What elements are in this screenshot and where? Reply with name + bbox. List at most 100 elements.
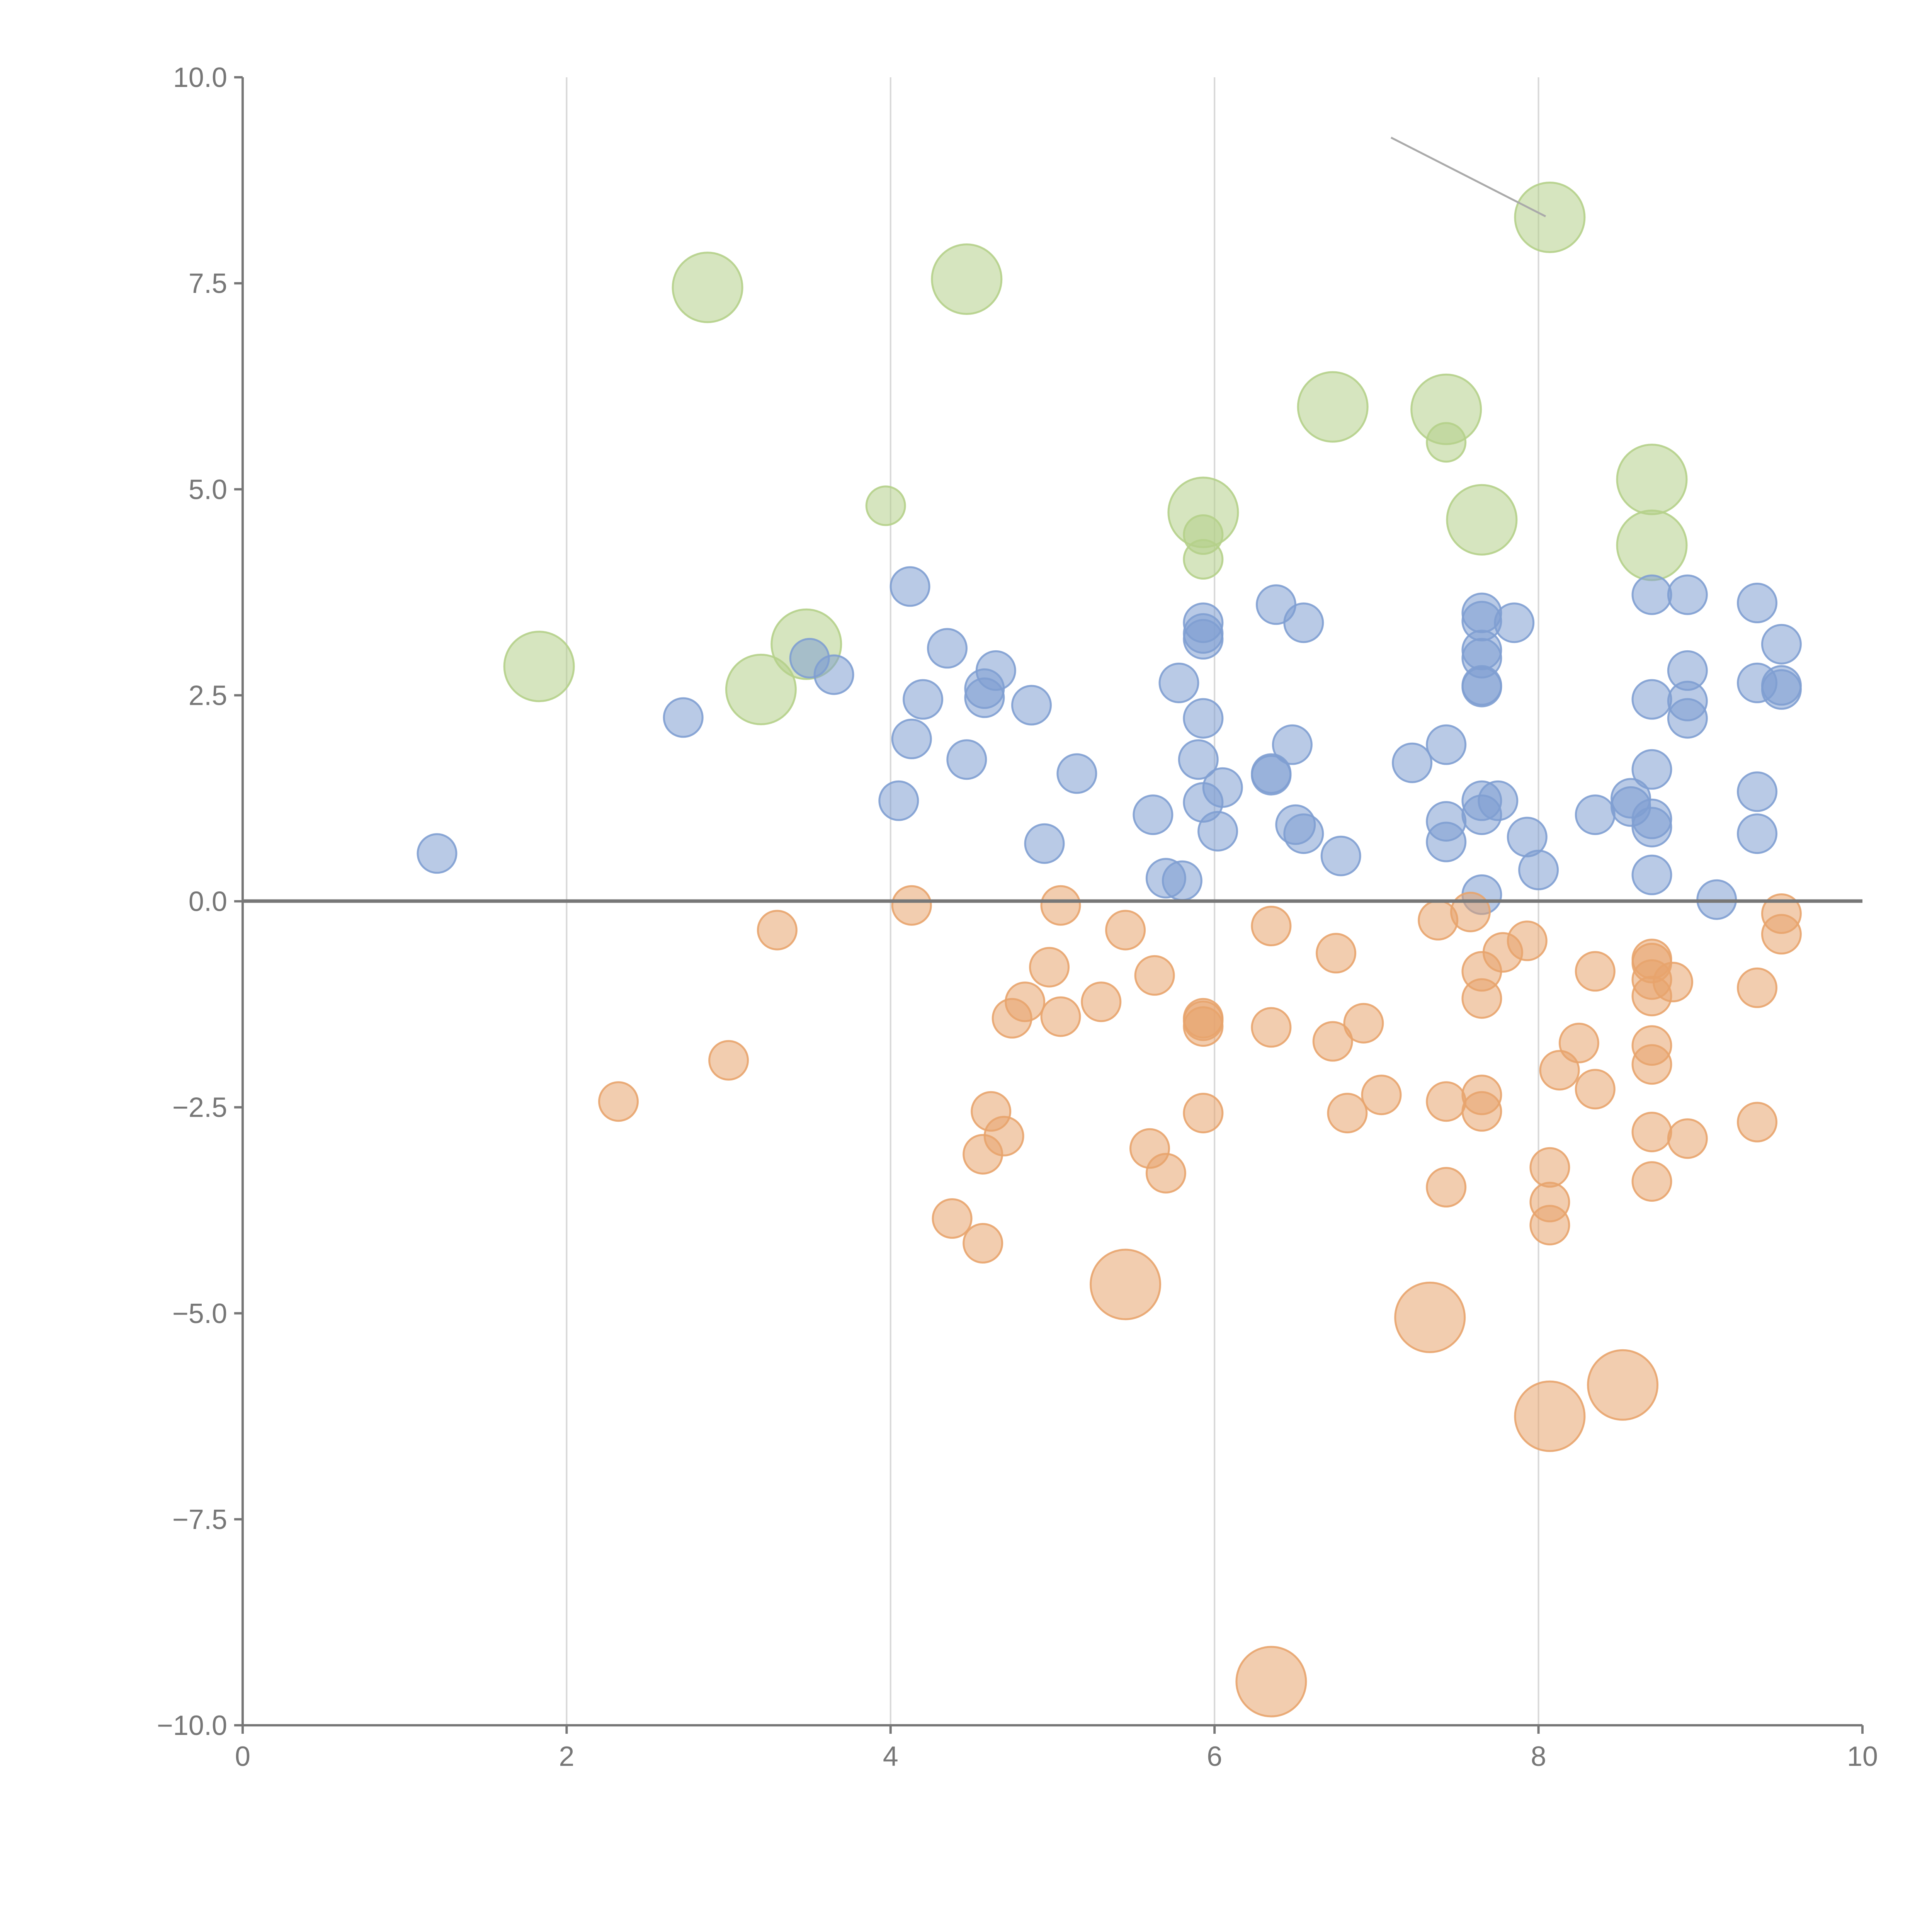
orange-point-45 [1529,1205,1570,1246]
series-green [503,182,1688,725]
blue-point-36 [1392,742,1433,783]
orange-point-34 [1426,1081,1467,1122]
blue-point-16 [1133,794,1173,835]
blue-point-64 [1631,807,1672,848]
blue-point-67 [1737,583,1777,623]
orange-point-26 [1235,1646,1307,1718]
blue-point-29 [1283,602,1324,643]
green-point-11 [1616,444,1688,515]
y-tick-label-0: 10.0 [173,62,227,93]
y-tick-label-1: 7.5 [189,268,227,299]
green-point-0 [672,252,743,323]
orange-point-42 [1507,920,1548,961]
orange-point-13 [1040,996,1081,1037]
blue-point-31 [1251,755,1292,796]
blue-point-71 [1761,669,1802,710]
orange-point-63 [1737,1102,1777,1143]
green-point-5 [1426,422,1467,463]
blue-point-35 [1320,835,1361,876]
blue-point-3 [813,654,854,695]
orange-point-30 [1343,1003,1384,1044]
y-tick-label-2: 5.0 [189,474,227,505]
orange-point-57 [1631,1044,1672,1085]
orange-point-50 [1575,1069,1616,1110]
orange-point-12 [1040,885,1081,926]
green-point-9 [1183,539,1224,580]
orange-point-46 [1514,1380,1586,1452]
x-tick-label-2: 4 [883,1741,898,1772]
orange-point-58 [1631,1112,1672,1153]
x-tick-label-0: 0 [235,1741,250,1772]
blue-point-65 [1631,854,1672,895]
y-tick-label-8: −10.0 [157,1710,227,1741]
blue-point-72 [1737,771,1777,812]
blue-point-57 [1667,574,1708,615]
data-points [417,182,1802,1718]
y-tick-label-5: −2.5 [172,1092,227,1123]
blue-point-7 [891,718,932,759]
green-point-6 [865,485,906,526]
orange-point-49 [1575,951,1616,992]
blue-point-14 [1056,753,1097,794]
blue-point-51 [1518,850,1559,890]
blue-point-15 [1024,823,1065,864]
blue-point-9 [946,739,987,780]
blue-point-32 [1272,724,1313,765]
blue-point-34 [1283,813,1324,854]
series-blue [417,566,1802,920]
green-point-1 [931,243,1003,315]
green-point-3 [1297,371,1369,443]
y-tick-label-7: −7.5 [172,1504,227,1535]
orange-point-38 [1461,978,1502,1019]
orange-point-6 [963,1223,1003,1264]
blue-point-6 [903,679,944,720]
orange-point-43 [1529,1147,1570,1188]
blue-point-13 [1011,685,1052,726]
orange-point-23 [1183,1093,1224,1134]
green-point-13 [503,631,575,702]
orange-point-32 [1394,1281,1466,1353]
x-tick-label-1: 2 [559,1741,574,1772]
orange-point-25 [1251,1007,1292,1048]
orange-point-28 [1316,933,1357,974]
orange-point-24 [1251,906,1292,946]
y-tick-label-6: −5.0 [172,1298,227,1329]
orange-point-31 [1361,1075,1402,1116]
blue-point-61 [1667,698,1708,739]
orange-point-19 [1145,1153,1186,1194]
orange-point-51 [1587,1349,1659,1421]
x-tick-label-4: 8 [1531,1741,1546,1772]
orange-point-48 [1558,1022,1599,1063]
green-point-10 [1446,484,1518,556]
blue-point-56 [1631,574,1672,615]
orange-point-61 [1667,1118,1708,1159]
x-tick-label-5: 10 [1847,1741,1878,1772]
axes [242,77,1862,1726]
orange-point-0 [598,1081,639,1122]
green-point-14 [725,653,797,725]
blue-point-0 [417,833,457,874]
orange-point-1 [708,1040,749,1081]
orange-point-29 [1327,1093,1368,1134]
blue-point-27 [1162,860,1202,901]
blue-point-22 [1178,739,1219,780]
orange-point-8 [983,1116,1024,1156]
blue-point-5 [927,628,968,669]
x-tick-label-3: 6 [1207,1741,1222,1772]
orange-point-65 [1761,914,1802,955]
blue-point-21 [1183,698,1224,739]
orange-point-18 [1134,955,1175,996]
blue-point-8 [878,780,919,821]
orange-point-35 [1426,1167,1467,1208]
blue-point-73 [1737,813,1777,854]
orange-point-11 [1029,947,1070,988]
green-point-12 [1616,509,1688,581]
blue-point-53 [1575,794,1616,835]
blue-point-1 [663,697,704,738]
blue-point-68 [1761,624,1802,665]
blue-point-46 [1494,602,1535,643]
orange-point-62 [1737,967,1777,1008]
blue-point-20 [1183,619,1224,660]
y-tick-label-3: 2.5 [189,680,227,711]
